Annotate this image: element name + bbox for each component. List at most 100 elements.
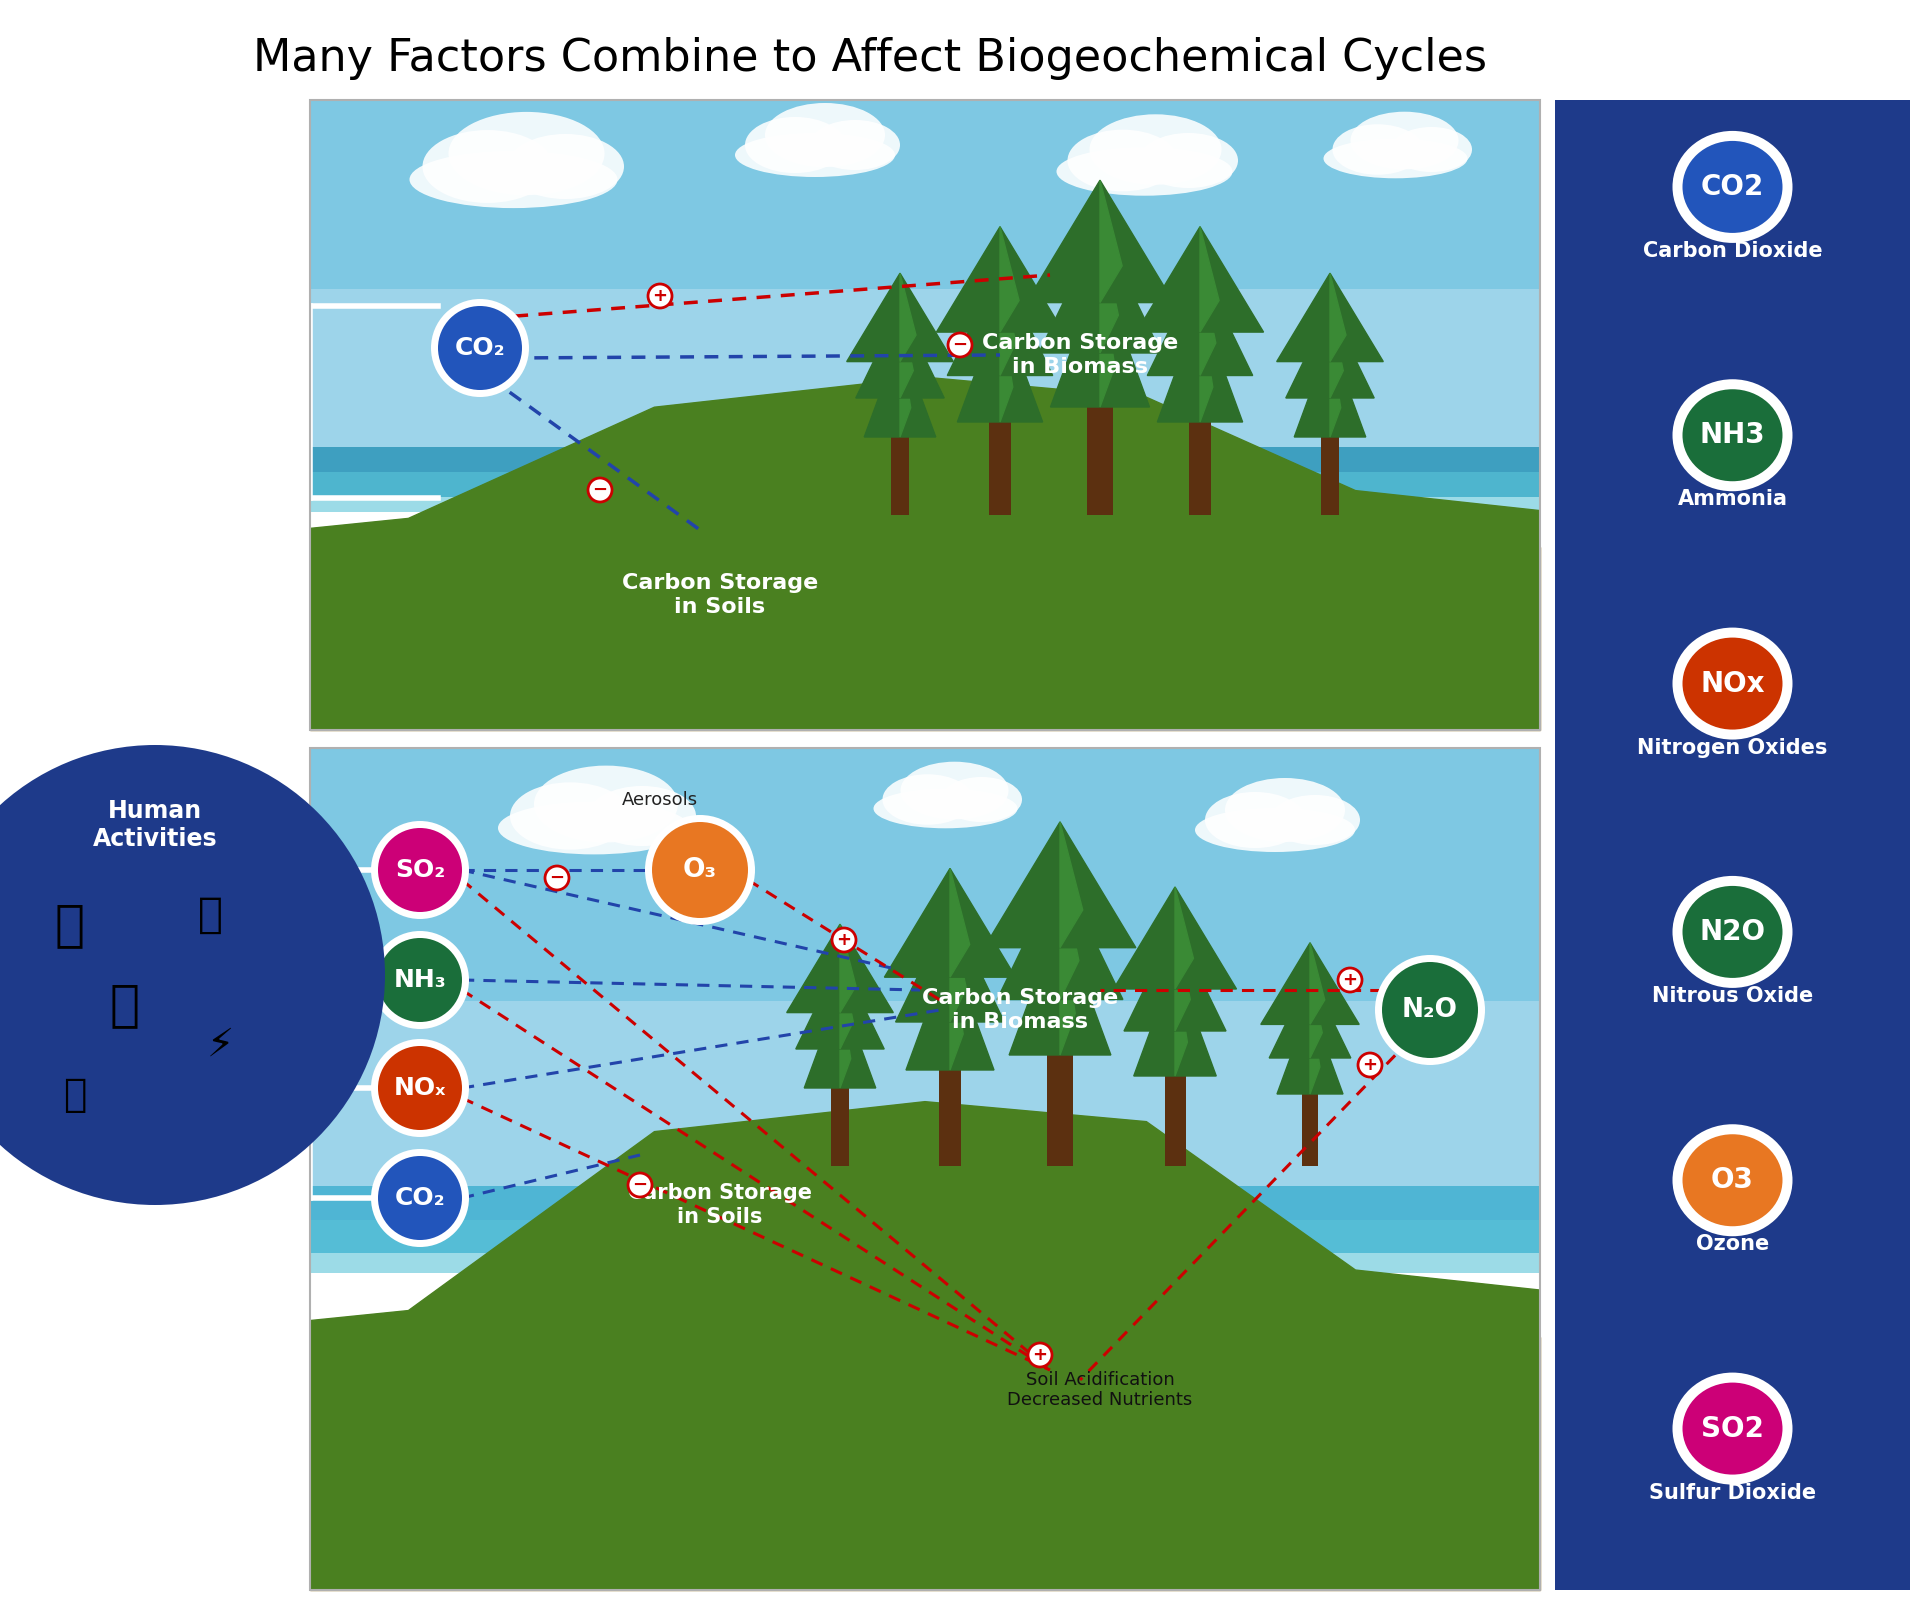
Circle shape <box>371 931 468 1028</box>
Bar <box>309 748 1540 1590</box>
Polygon shape <box>947 268 1052 376</box>
Text: Soil Acidification
Decreased Nutrients: Soil Acidification Decreased Nutrients <box>1008 1371 1192 1410</box>
Polygon shape <box>1050 272 1150 407</box>
Bar <box>1321 436 1338 516</box>
Ellipse shape <box>1269 795 1359 845</box>
Bar <box>1087 407 1112 516</box>
Text: CO₂: CO₂ <box>396 1186 445 1210</box>
Polygon shape <box>795 959 885 1049</box>
Circle shape <box>1027 1343 1052 1367</box>
Polygon shape <box>1331 307 1344 397</box>
Polygon shape <box>1114 887 1236 989</box>
Text: CO₂: CO₂ <box>455 336 505 360</box>
Polygon shape <box>841 959 852 1049</box>
Polygon shape <box>950 910 966 1022</box>
Ellipse shape <box>874 788 1018 829</box>
Ellipse shape <box>900 762 1008 819</box>
Ellipse shape <box>1672 380 1793 491</box>
Text: Carbon Storage
in Soils: Carbon Storage in Soils <box>622 574 818 616</box>
Text: Carbon Storage
in Soils: Carbon Storage in Soils <box>628 1184 812 1226</box>
Bar <box>1555 101 1910 1590</box>
Polygon shape <box>1175 926 1190 1032</box>
Ellipse shape <box>1672 1124 1793 1236</box>
Polygon shape <box>1331 272 1346 362</box>
Ellipse shape <box>1672 628 1793 740</box>
Circle shape <box>378 938 463 1022</box>
Polygon shape <box>996 869 1123 999</box>
Polygon shape <box>1039 227 1162 354</box>
Bar <box>891 436 908 516</box>
Text: 🏭: 🏭 <box>198 894 223 936</box>
Bar <box>1046 1054 1073 1166</box>
Bar <box>309 446 1540 496</box>
Ellipse shape <box>1682 637 1782 730</box>
Polygon shape <box>1175 963 1187 1075</box>
Text: NH₃: NH₃ <box>394 968 445 993</box>
Text: NH3: NH3 <box>1699 422 1764 449</box>
Text: +: + <box>1342 972 1357 989</box>
Ellipse shape <box>497 801 689 855</box>
Text: Aerosols: Aerosols <box>622 792 699 809</box>
Ellipse shape <box>409 151 618 208</box>
Polygon shape <box>1100 272 1116 407</box>
Ellipse shape <box>883 774 973 824</box>
Text: Nitrous Oxide: Nitrous Oxide <box>1651 986 1812 1006</box>
Polygon shape <box>985 822 1137 947</box>
Text: −: − <box>952 336 968 354</box>
Bar <box>309 1001 1540 1186</box>
Circle shape <box>628 1173 653 1197</box>
Ellipse shape <box>1682 1382 1782 1474</box>
Ellipse shape <box>1323 139 1467 178</box>
Bar <box>309 101 1540 730</box>
Bar <box>309 101 1540 446</box>
Ellipse shape <box>745 117 845 174</box>
Ellipse shape <box>511 782 630 850</box>
Polygon shape <box>950 950 964 1071</box>
Ellipse shape <box>764 104 885 167</box>
Bar <box>1165 1075 1185 1166</box>
Polygon shape <box>1286 307 1375 397</box>
Text: Carbon Storage
in Biomass: Carbon Storage in Biomass <box>981 334 1179 376</box>
Circle shape <box>1357 1053 1382 1077</box>
Polygon shape <box>1331 339 1340 436</box>
Circle shape <box>438 307 522 389</box>
Polygon shape <box>900 339 910 436</box>
Polygon shape <box>895 910 1004 1022</box>
Text: 🌾: 🌾 <box>56 900 84 949</box>
Polygon shape <box>1137 227 1263 333</box>
Polygon shape <box>1158 307 1242 422</box>
Bar <box>831 1088 849 1166</box>
Ellipse shape <box>1068 130 1177 191</box>
Text: Nitrogen Oxides: Nitrogen Oxides <box>1638 738 1828 757</box>
Text: −: − <box>593 482 607 500</box>
Polygon shape <box>1309 973 1323 1058</box>
Text: ⚡: ⚡ <box>205 1027 234 1064</box>
Text: O₃: O₃ <box>684 856 716 882</box>
Bar <box>989 422 1010 516</box>
Text: Carbon Dioxide: Carbon Dioxide <box>1644 242 1822 261</box>
Ellipse shape <box>1682 1134 1782 1226</box>
Ellipse shape <box>588 787 695 847</box>
Circle shape <box>378 1046 463 1131</box>
Circle shape <box>1382 962 1478 1058</box>
Ellipse shape <box>1056 148 1233 196</box>
Polygon shape <box>841 991 851 1088</box>
Text: Ozone: Ozone <box>1695 1234 1768 1254</box>
Circle shape <box>378 1156 463 1239</box>
Polygon shape <box>864 339 935 436</box>
Polygon shape <box>950 868 970 976</box>
Text: 🐄: 🐄 <box>109 981 140 1028</box>
Polygon shape <box>1200 227 1219 333</box>
Text: NOₓ: NOₓ <box>394 1075 445 1100</box>
Ellipse shape <box>534 766 678 842</box>
Circle shape <box>371 1040 468 1137</box>
Circle shape <box>1375 955 1484 1066</box>
Polygon shape <box>847 272 954 362</box>
Polygon shape <box>841 925 856 1012</box>
Bar <box>309 748 1540 1186</box>
Polygon shape <box>1123 926 1227 1032</box>
Polygon shape <box>309 378 1540 730</box>
Polygon shape <box>1100 180 1121 303</box>
Bar <box>939 1071 962 1166</box>
Circle shape <box>649 284 672 308</box>
